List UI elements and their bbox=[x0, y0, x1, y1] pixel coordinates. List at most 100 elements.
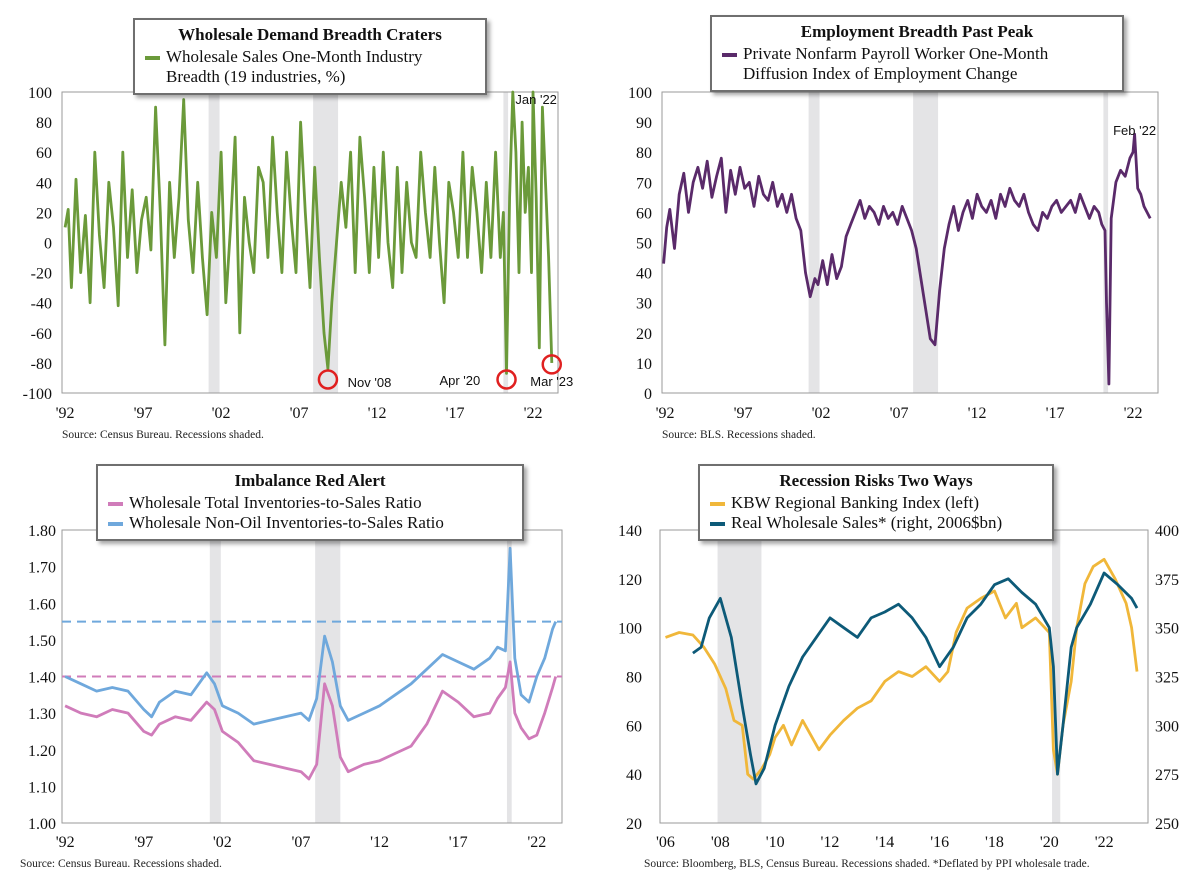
y-tick-label: 60 bbox=[36, 145, 52, 162]
y-tick-label: 80 bbox=[626, 670, 642, 687]
x-tick-label: '92 bbox=[656, 405, 675, 422]
x-tick-label: '06 bbox=[656, 834, 675, 851]
x-tick-label: '12 bbox=[368, 405, 387, 422]
x-tick-label: '92 bbox=[56, 834, 75, 851]
y-tick-label: 20 bbox=[36, 205, 52, 222]
y-tick-label: 20 bbox=[636, 326, 652, 343]
source-note: Source: Census Bureau. Recessions shaded… bbox=[62, 429, 264, 441]
y-tick-label: 140 bbox=[618, 523, 642, 540]
source-note: Source: BLS. Recessions shaded. bbox=[662, 429, 816, 441]
legend-swatch-purple bbox=[722, 53, 737, 57]
y2-tick-label: 400 bbox=[1155, 523, 1179, 540]
recession-band bbox=[503, 92, 509, 393]
highlight-circle bbox=[317, 369, 339, 390]
y-tick-label: 90 bbox=[636, 115, 652, 132]
x-tick-label: '16 bbox=[930, 834, 949, 851]
y-tick-label: -20 bbox=[31, 266, 52, 283]
legend-swatch-gold bbox=[710, 502, 725, 506]
x-tick-label: '07 bbox=[290, 405, 309, 422]
y-tick-label: 100 bbox=[28, 85, 52, 102]
legend-box: Employment Breadth Past Peak Private Non… bbox=[710, 15, 1124, 92]
x-tick-label: '92 bbox=[56, 405, 75, 422]
y-tick-label: -100 bbox=[23, 386, 52, 403]
legend-swatch-teal bbox=[710, 522, 725, 526]
x-tick-label: '07 bbox=[890, 405, 909, 422]
legend-label: KBW Regional Banking Index (left) bbox=[731, 493, 980, 512]
series-line-0 bbox=[662, 132, 1152, 386]
inventories-ratio-chart: 1.80 1.70 1.60 1.50 1.40 1.30 1.20 1.10 1.00'92 '… bbox=[28, 523, 563, 851]
y-tick-label: 1.40 bbox=[28, 670, 56, 687]
legend-box: Imbalance Red Alert Wholesale Total Inve… bbox=[96, 464, 524, 541]
y-tick-label: 80 bbox=[636, 145, 652, 162]
legend-item: KBW Regional Banking Index (left) bbox=[710, 493, 1042, 513]
x-tick-label: '17 bbox=[446, 405, 465, 422]
y-tick-label: 1.00 bbox=[28, 816, 56, 833]
annotation-feb-22: Feb '22 bbox=[1113, 123, 1156, 138]
y-tick-label: 40 bbox=[636, 266, 652, 283]
y-tick-label: 40 bbox=[626, 767, 642, 784]
y-tick-label: -60 bbox=[31, 326, 52, 343]
legend-item: Real Wholesale Sales* (right, 2006$bn) bbox=[710, 513, 1042, 533]
x-tick-label: '12 bbox=[821, 834, 840, 851]
annotation-apr-20: Apr '20 bbox=[439, 373, 480, 388]
x-tick-label: '20 bbox=[1040, 834, 1059, 851]
y2-tick-label: 300 bbox=[1155, 718, 1179, 735]
y-tick-label: 1.80 bbox=[28, 523, 56, 540]
plot-frame bbox=[661, 91, 1159, 394]
chart-title: Wholesale Demand Breadth Craters bbox=[178, 25, 442, 44]
x-tick-label: '02 bbox=[212, 405, 231, 422]
legend-box: Recession Risks Two Ways KBW Regional Ba… bbox=[698, 464, 1054, 541]
y-tick-label: 0 bbox=[644, 386, 652, 403]
recession-band bbox=[506, 530, 512, 823]
legend-box: Wholesale Demand Breadth Craters Wholesa… bbox=[133, 18, 487, 95]
x-tick-label: '22 bbox=[1124, 405, 1143, 422]
legend-item: Wholesale Total Inventories-to-Sales Rat… bbox=[108, 493, 512, 513]
legend-item: Wholesale Non-Oil Inventories-to-Sales R… bbox=[108, 513, 512, 533]
x-tick-label: '17 bbox=[1046, 405, 1065, 422]
y-tick-label: 1.30 bbox=[28, 706, 56, 723]
chart-title: Employment Breadth Past Peak bbox=[800, 22, 1034, 41]
wholesale-breadth-chart: 100 80 60 40 20 0 -20 -40 -60 -80 -100'92 '97 '02 '07… bbox=[23, 85, 574, 422]
legend-swatch-green bbox=[145, 56, 160, 60]
recession-band bbox=[913, 92, 939, 393]
y-tick-label: 80 bbox=[36, 115, 52, 132]
y-tick-label: 10 bbox=[636, 356, 652, 373]
recession-risks-chart: 140 120 100 80 60 40 20 400 375 350 325 300 275 250 '0… bbox=[618, 523, 1179, 851]
y-tick-label: 70 bbox=[636, 175, 652, 192]
series-line-1 bbox=[64, 546, 557, 726]
y-tick-label: 0 bbox=[44, 236, 52, 253]
x-tick-label: '17 bbox=[449, 834, 468, 851]
series-line-0 bbox=[63, 90, 554, 375]
x-tick-label: '97 bbox=[134, 834, 153, 851]
y-tick-label: 1.20 bbox=[28, 743, 56, 760]
y-tick-label: 30 bbox=[636, 296, 652, 313]
y-tick-label: 120 bbox=[618, 572, 642, 589]
legend-label: Private Nonfarm Payroll Worker One-Month… bbox=[743, 44, 1049, 83]
legend-item: Private Nonfarm Payroll Worker One-Month… bbox=[722, 44, 1112, 84]
chart-title: Imbalance Red Alert bbox=[234, 471, 386, 490]
y-tick-label: 40 bbox=[36, 175, 52, 192]
series-line-0 bbox=[665, 557, 1139, 781]
x-tick-label: '22 bbox=[524, 405, 543, 422]
y-tick-label: 20 bbox=[626, 816, 642, 833]
y-tick-label: 50 bbox=[636, 236, 652, 253]
legend-swatch-pink bbox=[108, 502, 123, 506]
x-tick-label: '02 bbox=[812, 405, 831, 422]
employment-breadth-chart: 1009080706050403020100'92'97'02'07'12'17… bbox=[628, 85, 1159, 422]
annotation-nov-08: Nov '08 bbox=[348, 375, 392, 390]
x-tick-label: '12 bbox=[370, 834, 389, 851]
y-tick-label: 100 bbox=[628, 85, 652, 102]
recession-band bbox=[1052, 530, 1061, 823]
recession-band bbox=[808, 92, 820, 393]
y2-tick-label: 275 bbox=[1155, 767, 1179, 784]
x-tick-label: '22 bbox=[1095, 834, 1114, 851]
chart-panel-inventories-ratio: 1.80 1.70 1.60 1.50 1.40 1.30 1.20 1.10 1.00'92 '… bbox=[0, 448, 600, 896]
legend-swatch-blue bbox=[108, 522, 123, 526]
annotation-mar-23: Mar '23 bbox=[530, 374, 573, 389]
chart-title: Recession Risks Two Ways bbox=[779, 471, 973, 490]
x-tick-label: '07 bbox=[292, 834, 311, 851]
x-tick-label: '97 bbox=[734, 405, 753, 422]
legend-label: Wholesale Sales One-Month Industry Bread… bbox=[166, 47, 423, 86]
x-tick-label: '22 bbox=[527, 834, 546, 851]
annotation-jan-22: Jan '22 bbox=[515, 92, 557, 107]
